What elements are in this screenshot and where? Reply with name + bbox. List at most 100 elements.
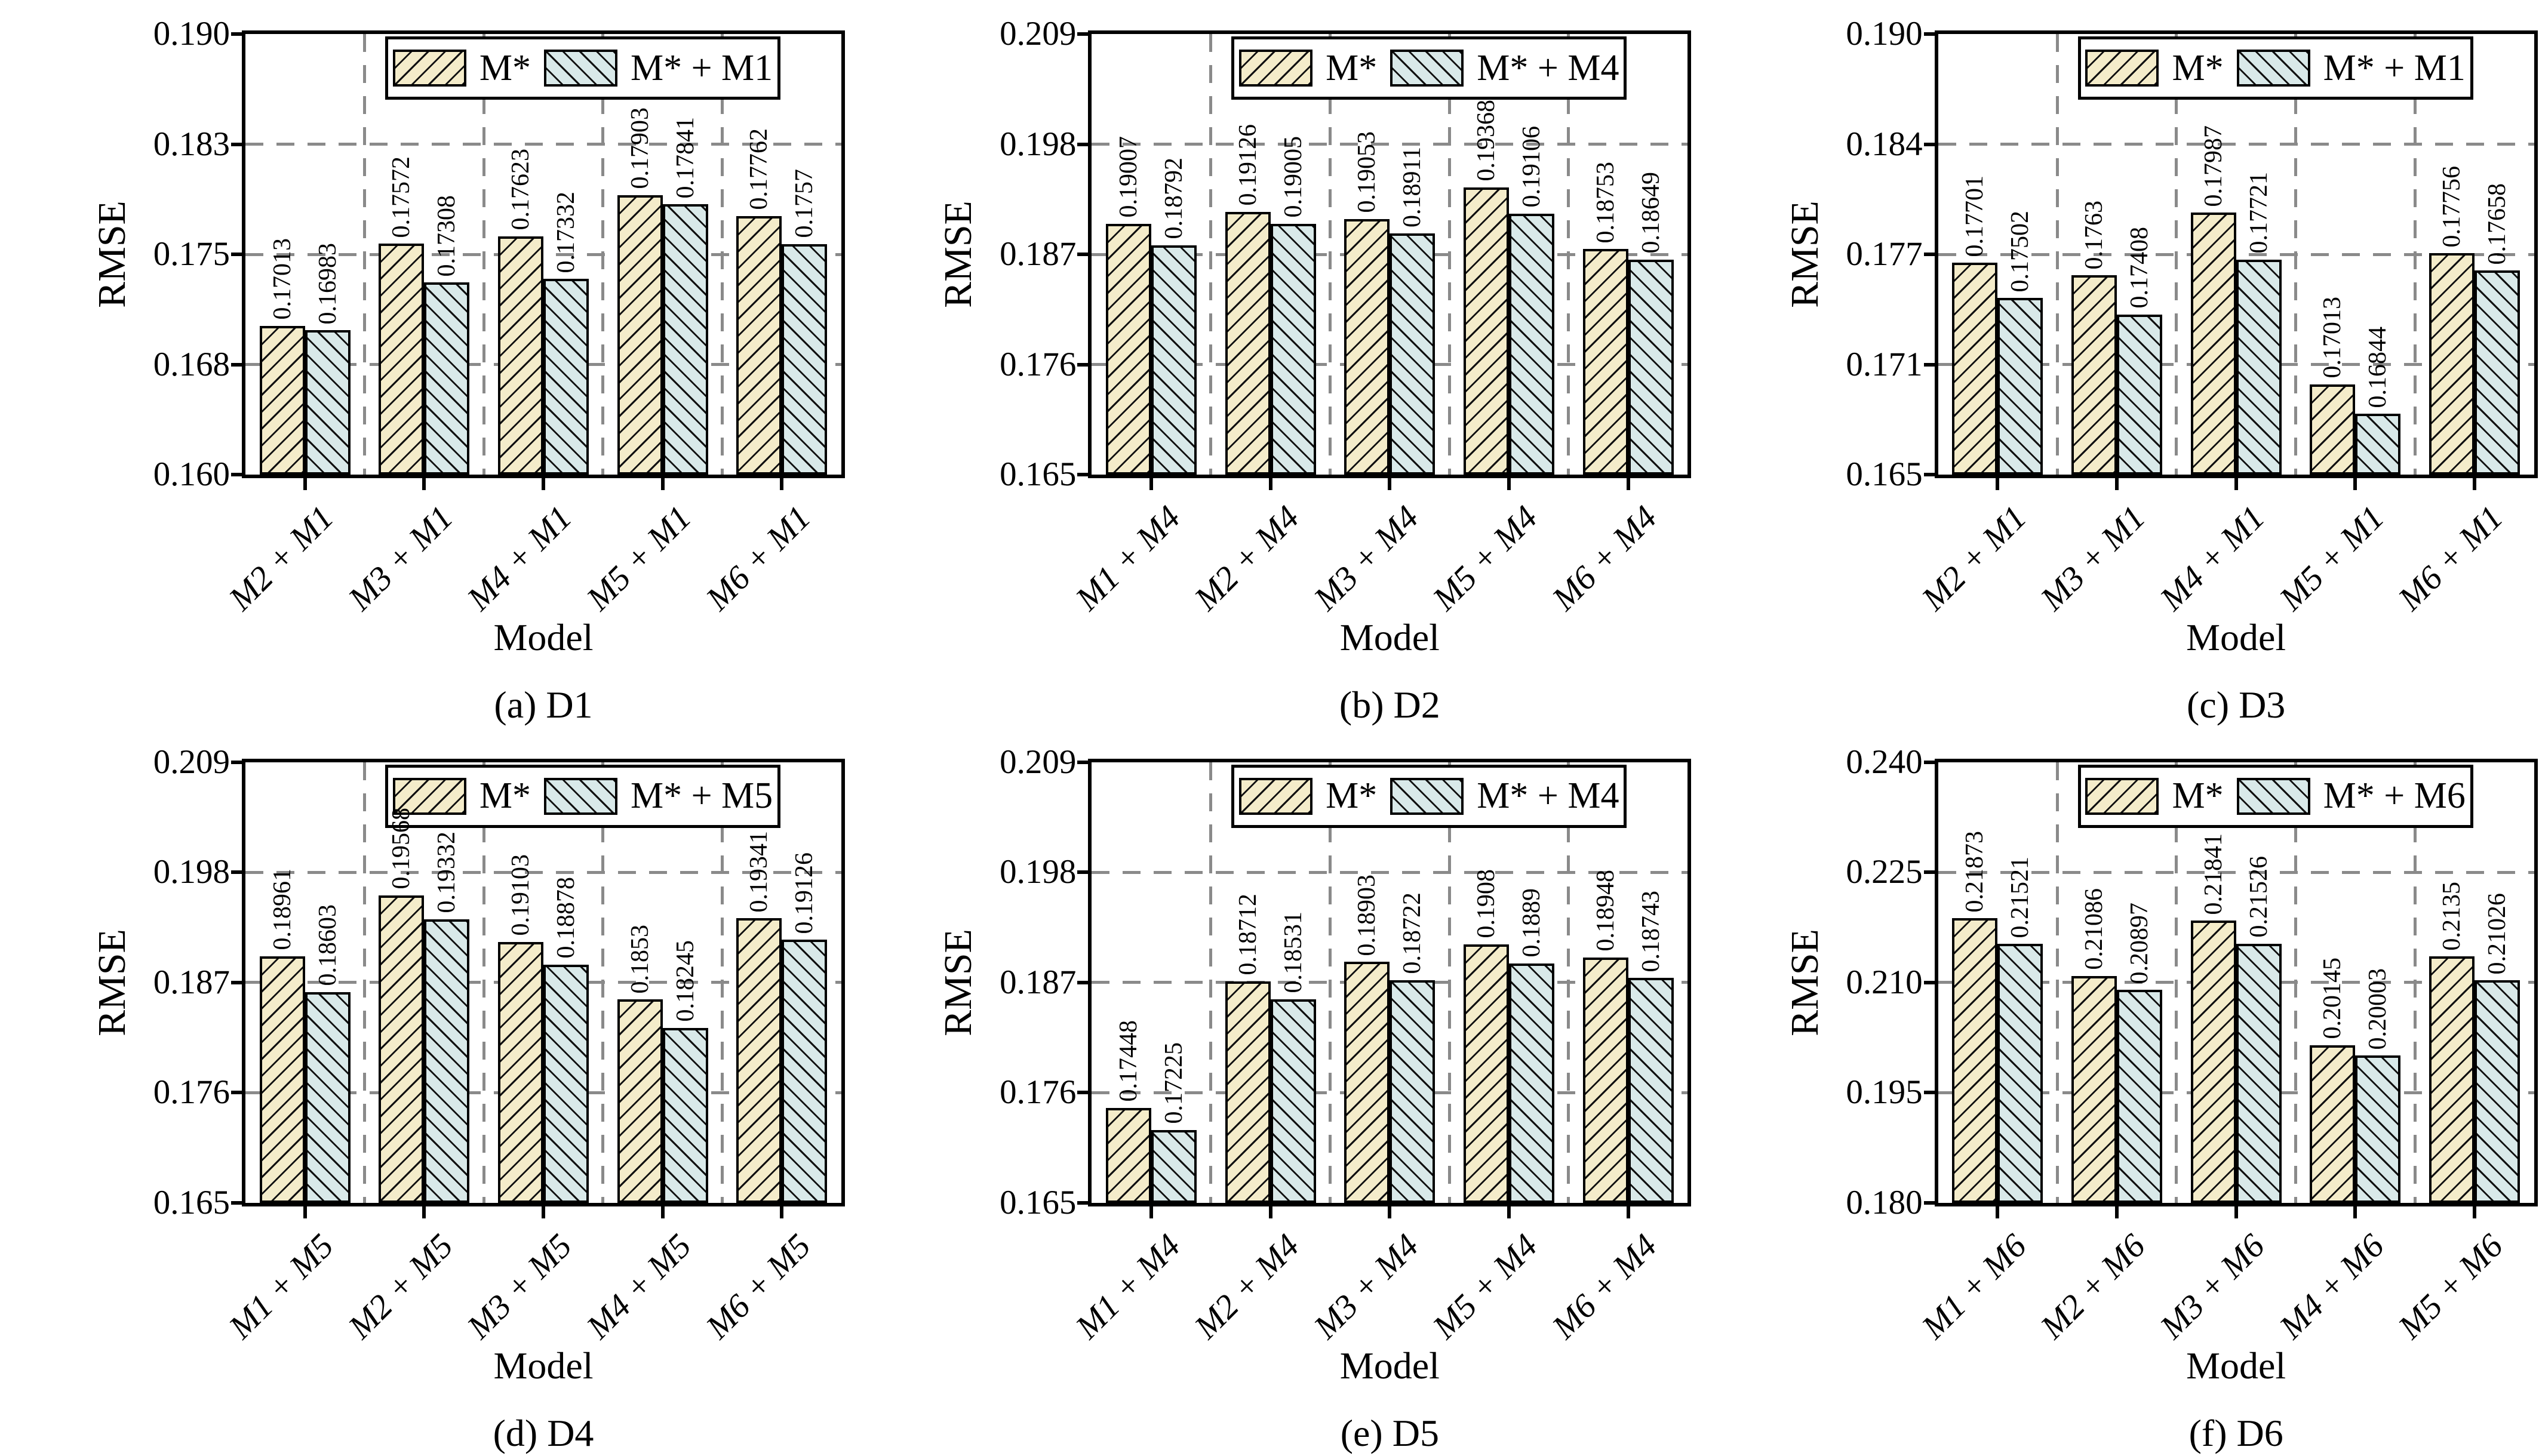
bar-m-star <box>1952 918 1998 1203</box>
bar-m-star <box>2310 1045 2356 1203</box>
y-tick-mark <box>1077 980 1089 984</box>
x-tick-mark <box>1149 478 1154 490</box>
bar-m-combined <box>1151 245 1197 475</box>
bar-value-label: 0.2135 <box>2437 881 2466 951</box>
plot-area: M* M* + M1 0.17013 0.17572 0.17623 0.17903 0… <box>242 30 845 478</box>
bar-value-label: 0.18743 <box>1637 890 1665 972</box>
x-tick-label: M5 + M6 <box>2391 1226 2511 1346</box>
legend-swatch-m-star <box>2085 777 2159 815</box>
bar-value-label: 0.19053 <box>1353 131 1381 213</box>
y-tick-mark <box>1923 1091 1935 1094</box>
y-tick-label: 0.225 <box>1846 853 1923 891</box>
v-gridline <box>482 762 485 1203</box>
bar-m-combined <box>2236 259 2282 475</box>
bar-value-label: 0.17701 <box>1961 175 1989 257</box>
bar-value-label: 0.19341 <box>745 830 773 913</box>
y-tick-mark <box>1077 760 1089 764</box>
bar-value-label: 0.18878 <box>552 877 580 959</box>
y-tick-mark <box>1077 870 1089 874</box>
x-tick-mark <box>1507 1206 1511 1218</box>
x-tick-mark <box>1388 478 1392 490</box>
y-tick-mark <box>1923 870 1935 874</box>
v-gridline <box>2175 34 2178 475</box>
bar-m-combined <box>2236 943 2282 1203</box>
bar-m-combined <box>1628 978 1674 1203</box>
y-tick-label: 0.240 <box>1846 743 1923 781</box>
bar-m-star <box>2190 921 2236 1203</box>
y-tick-mark <box>231 32 242 36</box>
h-gridline <box>1938 253 2534 256</box>
bar-value-label: 0.17987 <box>2199 125 2227 207</box>
chart-e-d5: RMSE M* M* + M4 0.17448 0.18712 0.18903 0.1… <box>870 738 1692 1454</box>
y-tick-mark <box>1077 1091 1089 1094</box>
v-gridline <box>2413 762 2417 1203</box>
y-tick-label: 0.198 <box>1000 853 1077 891</box>
bar-value-label: 0.21086 <box>2080 888 2108 970</box>
y-tick-label: 0.209 <box>1000 15 1077 53</box>
bar-m-combined <box>1270 223 1316 475</box>
y-tick-mark <box>231 253 242 256</box>
x-tick-mark <box>2472 1206 2476 1218</box>
bar-m-combined <box>305 330 351 475</box>
y-tick-label: 0.160 <box>153 455 230 493</box>
x-axis-label: Model <box>1339 616 1440 658</box>
bar-value-label: 0.17658 <box>2483 183 2511 265</box>
bar-value-label: 0.20897 <box>2126 902 2154 984</box>
y-tick-mark <box>1077 1200 1089 1205</box>
y-tick-mark <box>1077 253 1089 256</box>
h-gridline <box>245 253 841 256</box>
y-tick-label: 0.180 <box>1846 1183 1923 1221</box>
bar-m-combined <box>1997 944 2043 1203</box>
x-tick-mark <box>660 478 665 490</box>
y-tick-mark <box>231 1091 242 1094</box>
bar-m-star <box>379 895 425 1203</box>
plot-area: M* M* + M4 0.19007 0.19126 0.19053 0.19368 0… <box>1088 30 1692 478</box>
x-tick-mark <box>780 1206 784 1218</box>
bar-m-combined <box>2474 980 2520 1203</box>
y-tick-label: 0.176 <box>1000 345 1077 383</box>
bar-value-label: 0.21026 <box>2483 892 2511 975</box>
legend: M* M* + M4 <box>1231 36 1627 100</box>
bar-value-label: 0.18792 <box>1160 158 1188 239</box>
h-gridline <box>245 870 841 874</box>
h-gridline <box>1938 870 2534 874</box>
h-gridline <box>245 143 841 146</box>
plot-area: M* M* + M4 0.17448 0.18712 0.18903 0.1908 0.… <box>1088 758 1692 1206</box>
x-tick-mark <box>2353 478 2357 490</box>
bar-value-label: 0.19368 <box>1472 100 1500 181</box>
bar-value-label: 0.16844 <box>2364 326 2392 408</box>
v-gridline <box>2294 762 2297 1203</box>
x-tick-label: M5 + M4 <box>1425 1226 1545 1346</box>
x-tick-label: M4 + M6 <box>2272 1226 2392 1346</box>
v-gridline <box>720 762 724 1203</box>
y-tick-label: 0.209 <box>153 743 230 781</box>
bar-value-label: 0.21521 <box>2006 856 2034 938</box>
x-tick-mark <box>1626 478 1630 490</box>
v-gridline <box>363 762 367 1203</box>
x-tick-label: M2 + M6 <box>2033 1226 2153 1346</box>
y-tick-mark <box>1923 32 1935 36</box>
bar-value-label: 0.17332 <box>552 191 580 273</box>
h-gridline <box>1092 870 1688 874</box>
bar-value-label: 0.18712 <box>1234 894 1262 975</box>
legend-label-m-combined: M* + M5 <box>630 775 773 816</box>
bar-value-label: 0.19126 <box>1234 124 1262 206</box>
x-tick-label: M3 + M6 <box>2153 1226 2272 1346</box>
legend-swatch-m-combined <box>2236 777 2310 815</box>
legend-label-m-combined: M* + M4 <box>1477 775 1619 816</box>
legend-swatch-m-star <box>1239 50 1313 87</box>
x-tick-label: M6 + M4 <box>1545 1226 1664 1346</box>
y-tick-label: 0.165 <box>1000 455 1077 493</box>
bar-m-combined <box>782 940 828 1203</box>
bar-m-combined <box>1151 1129 1197 1203</box>
legend-swatch-m-combined <box>543 777 617 815</box>
x-axis-label: Model <box>1339 1344 1440 1387</box>
bar-m-star <box>1952 263 1998 475</box>
x-tick-label: M3 + M1 <box>2033 498 2153 618</box>
x-tick-mark <box>1149 1206 1154 1218</box>
x-tick-mark <box>1388 1206 1392 1218</box>
x-axis-label: Model <box>493 616 594 658</box>
bar-value-label: 0.18903 <box>1353 874 1381 956</box>
v-gridline <box>720 34 724 475</box>
legend-label-m-combined: M* + M1 <box>630 47 773 88</box>
